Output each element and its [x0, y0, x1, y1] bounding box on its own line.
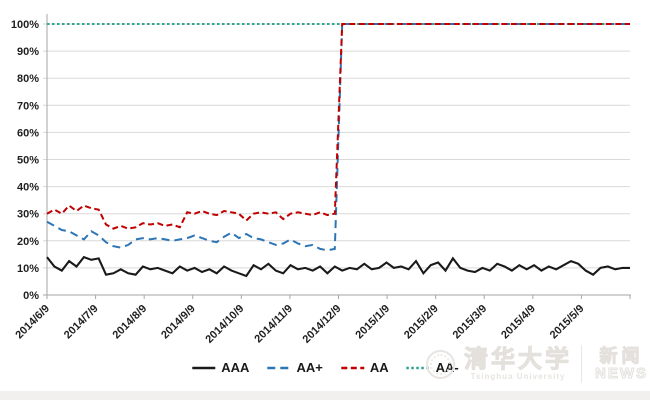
x-tick-label: 2014/10/9: [203, 303, 246, 346]
x-tick-label: 2014/9/9: [159, 303, 198, 342]
watermark: 清华大学 Tsinghua University 新闻 NEWS: [426, 345, 648, 383]
university-name-en: Tsinghua University: [470, 372, 566, 381]
legend-label-aa-plus: AA+: [296, 360, 323, 375]
legend-item-aa-plus: AA+: [266, 360, 323, 375]
chart-legend: AAA AA+ AA AA-: [191, 360, 459, 375]
legend-line-sample-aa: [340, 366, 364, 369]
legend-label-aa: AA: [369, 360, 389, 375]
y-tick-label: 30%: [17, 209, 39, 221]
y-tick-label: 70%: [17, 100, 39, 112]
x-tick-label: 2015/5/9: [548, 303, 587, 342]
university-wordmark: 清华大学 Tsinghua University: [464, 344, 572, 381]
legend-line-sample-aaa: [192, 366, 216, 369]
x-tick-label: 2015/3/9: [451, 303, 490, 342]
news-label-cn: 新闻: [599, 345, 644, 367]
university-name-cn: 清华大学: [464, 344, 572, 373]
news-wordmark: 新闻 NEWS: [595, 345, 648, 382]
news-label-en: NEWS: [595, 364, 648, 382]
x-tick-label: 2014/12/9: [301, 303, 344, 346]
x-tick-label: 2015/2/9: [402, 303, 441, 342]
legend-line-sample-aa-plus: [267, 366, 291, 369]
series-line-AA: [46, 23, 630, 230]
series-line-AAA: [46, 255, 630, 278]
legend-line-sample-aa-minus: [406, 366, 430, 369]
y-tick-label: 60%: [17, 127, 39, 139]
x-tick-label: 2014/8/9: [111, 303, 150, 342]
y-tick-label: 90%: [17, 46, 39, 58]
x-tick-label: 2014/11/9: [252, 303, 295, 346]
y-tick-label: 50%: [17, 155, 39, 167]
legend-item-aaa: AAA: [191, 360, 249, 375]
y-tick-label: 20%: [17, 236, 39, 248]
x-tick-label: 2015/1/9: [353, 303, 392, 342]
y-tick-label: 80%: [17, 73, 39, 85]
y-tick-label: 0%: [23, 290, 39, 302]
tsinghua-seal-icon: [426, 349, 455, 379]
bottom-strip: [0, 391, 650, 400]
y-tick-label: 100%: [11, 19, 39, 31]
legend-item-aa: AA: [340, 360, 389, 375]
y-tick-label: 10%: [17, 263, 39, 275]
x-tick-label: 2014/7/9: [62, 303, 101, 342]
x-tick-label: 2015/4/9: [499, 303, 538, 342]
x-tick-label: 2014/6/9: [13, 303, 52, 342]
legend-label-aaa: AAA: [221, 360, 250, 375]
watermark-divider: [581, 345, 582, 383]
y-tick-label: 40%: [17, 182, 39, 194]
